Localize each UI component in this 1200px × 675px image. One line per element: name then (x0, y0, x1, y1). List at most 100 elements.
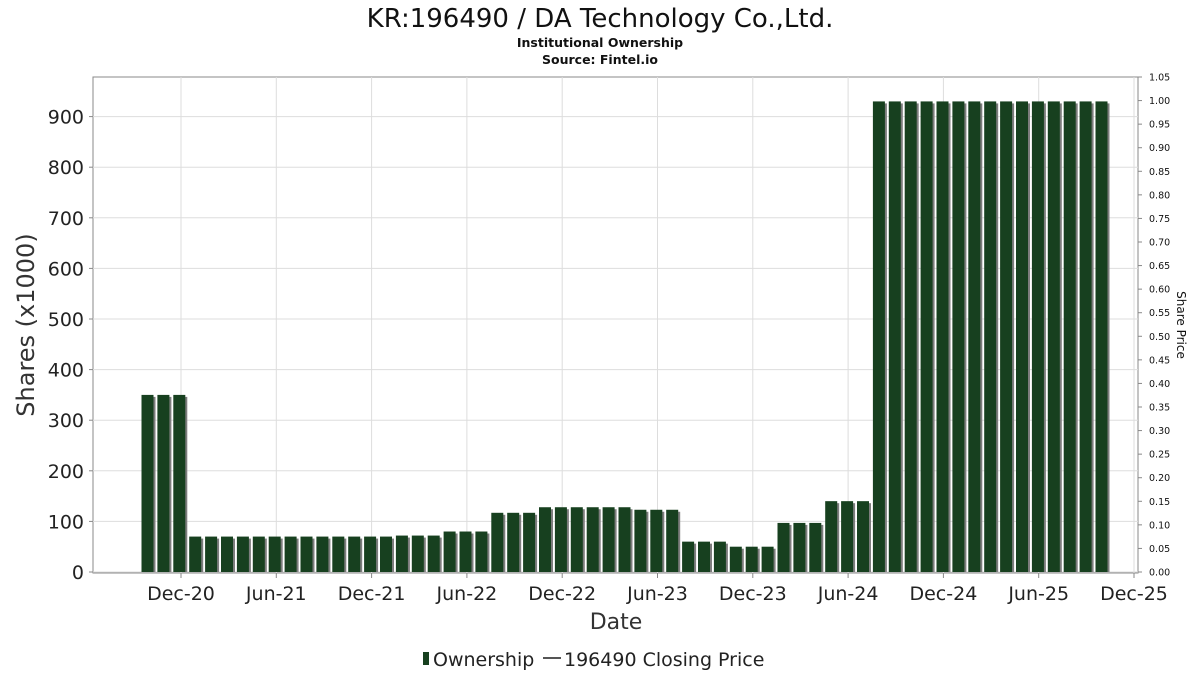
bar-fill (841, 501, 854, 572)
y2-tick-label: 0.90 (1149, 143, 1170, 154)
ownership-bar (1095, 101, 1110, 573)
bar-fill (761, 546, 774, 572)
y2-tick-label: 1.05 (1149, 73, 1170, 84)
y2-axis-ticks: 0.00 0.05 0.10 0.15 0.20 0.25 0.30 0.35 0.40 0.45… (1138, 73, 1170, 579)
bar-fill (968, 101, 981, 573)
y-tick-label: 900 (48, 107, 84, 129)
bar-fill (300, 536, 313, 572)
y-tick-label: 800 (48, 157, 84, 179)
ownership-bar (713, 541, 728, 572)
ownership-bar (809, 522, 824, 572)
ownership-bar (570, 507, 585, 572)
ownership-bar (316, 536, 331, 572)
ownership-bar (475, 531, 490, 572)
ownership-bar (173, 394, 188, 572)
bar-fill (872, 101, 885, 573)
ownership-bar (539, 507, 553, 572)
bar-fill (427, 535, 440, 572)
y2-tick-label: 0.30 (1149, 426, 1170, 437)
ownership-bar (682, 541, 697, 572)
legend-ownership-swatch (423, 652, 429, 665)
y2-tick-label: 1.00 (1149, 96, 1170, 107)
ownership-bar (888, 101, 903, 573)
x-tick-label: Dec-20 (147, 583, 215, 605)
ownership-bar (395, 535, 410, 572)
ownership-bar (554, 507, 569, 572)
ownership-bar (507, 512, 522, 572)
bar-fill (952, 101, 965, 573)
y2-axis-label: Share Price (1174, 291, 1188, 359)
x-tick-label: Dec-21 (338, 583, 406, 605)
bar-fill (157, 394, 170, 572)
ownership-bar (459, 531, 474, 572)
ownership-bar (602, 507, 617, 572)
bar-fill (523, 512, 536, 572)
bars-layer (141, 101, 1110, 573)
bar-fill (1047, 101, 1060, 573)
y2-tick-label: 0.85 (1149, 167, 1170, 178)
bar-fill (984, 101, 997, 573)
bar-fill (236, 536, 249, 572)
ownership-bar (1063, 101, 1078, 573)
bar-fill (459, 531, 472, 572)
bar-fill (252, 536, 265, 572)
bar-fill (666, 509, 679, 572)
y2-tick-label: 0.50 (1149, 332, 1170, 343)
bar-fill (173, 394, 186, 572)
bar-fill (1016, 101, 1028, 573)
bar-fill (857, 501, 869, 572)
ownership-bar (793, 522, 808, 572)
ownership-bar (427, 535, 442, 572)
y2-tick-label: 0.15 (1149, 497, 1170, 508)
bar-fill (586, 507, 599, 572)
ownership-bar (1016, 101, 1030, 573)
y2-tick-label: 0.60 (1149, 285, 1170, 296)
bar-fill (809, 522, 822, 572)
y-tick-label: 600 (48, 258, 84, 280)
ownership-bar (252, 536, 267, 572)
bar-fill (554, 507, 567, 572)
y2-tick-label: 0.80 (1149, 190, 1170, 201)
bar-fill (332, 536, 345, 572)
ownership-bar (491, 512, 506, 572)
ownership-bar (189, 536, 204, 572)
x-tick-label: Jun-23 (626, 583, 688, 605)
bar-fill (189, 536, 202, 572)
bar-fill (570, 507, 583, 572)
ownership-bar (380, 536, 394, 572)
y-tick-label: 100 (48, 511, 84, 533)
bar-fill (618, 507, 631, 572)
x-axis-ticks: Dec-20 Jun-21 Dec-21 Jun-22 Dec-22 Jun-23 Dec-… (147, 573, 1168, 605)
ownership-bar (1079, 101, 1094, 573)
bar-fill (539, 507, 551, 572)
ownership-bar (221, 536, 235, 572)
bar-fill (1031, 101, 1044, 573)
ownership-bar (904, 101, 919, 573)
bar-fill (348, 536, 361, 572)
y-tick-label: 400 (48, 360, 84, 382)
ownership-bar (984, 101, 999, 573)
y-tick-label: 500 (48, 309, 84, 331)
ownership-bar (157, 394, 172, 572)
ownership-bar (729, 546, 744, 572)
y-tick-label: 200 (48, 461, 84, 483)
y2-tick-label: 0.95 (1149, 120, 1170, 131)
ownership-bar (1000, 101, 1015, 573)
bar-fill (395, 535, 408, 572)
bar-fill (634, 509, 647, 572)
ownership-bar (666, 509, 681, 572)
bar-fill (904, 101, 917, 573)
y-tick-label: 700 (48, 208, 84, 230)
y2-tick-label: 0.70 (1149, 238, 1170, 249)
y2-tick-label: 0.45 (1149, 355, 1170, 366)
bar-fill (1095, 101, 1108, 573)
bar-fill (475, 531, 488, 572)
legend: Ownership 196490 Closing Price (423, 649, 764, 671)
y2-tick-label: 0.75 (1149, 214, 1170, 225)
x-axis-label: Date (590, 610, 643, 635)
bar-fill (284, 536, 297, 572)
ownership-bar (300, 536, 315, 572)
ownership-bar (1047, 101, 1062, 573)
ownership-bar (745, 546, 760, 572)
